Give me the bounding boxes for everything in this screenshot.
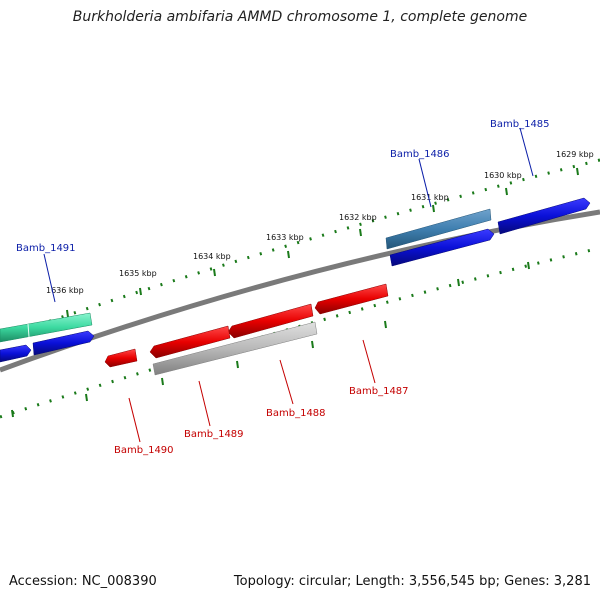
gene-arrow-reverse[interactable] xyxy=(104,348,138,368)
gene-arrow-highlight[interactable] xyxy=(152,321,318,376)
major-tick xyxy=(384,320,387,329)
kbp-label: 1633 kbp xyxy=(266,233,304,242)
leader-line xyxy=(43,253,56,303)
leader-line xyxy=(418,158,432,208)
major-tick xyxy=(11,409,14,418)
rna-gene-arrow[interactable] xyxy=(0,312,93,343)
kbp-label: 1631 kbp xyxy=(411,193,449,202)
major-tick xyxy=(139,287,142,296)
gene-arrow-forward[interactable] xyxy=(0,344,32,363)
major-tick xyxy=(85,393,88,402)
gene-label[interactable]: Bamb_1490 xyxy=(114,445,174,456)
major-tick xyxy=(505,187,508,196)
gene-label[interactable]: Bamb_1487 xyxy=(349,386,409,397)
major-tick xyxy=(432,204,435,213)
major-tick xyxy=(287,250,290,259)
gene-arrow-forward[interactable] xyxy=(497,197,591,235)
gene-arrow-reverse[interactable] xyxy=(149,325,231,359)
gene-label[interactable]: Bamb_1489 xyxy=(184,429,244,440)
major-tick xyxy=(236,360,239,369)
kbp-label: 1629 kbp xyxy=(556,150,594,159)
kbp-label: 1636 kbp xyxy=(46,286,84,295)
rna-gene-divider xyxy=(27,323,30,338)
gene-label[interactable]: Bamb_1486 xyxy=(390,149,450,160)
kbp-label: 1632 kbp xyxy=(339,213,377,222)
leader-line xyxy=(198,380,211,427)
gene-arrow-forward[interactable] xyxy=(389,228,495,267)
leader-line xyxy=(128,397,141,443)
gene-arrow-reverse[interactable] xyxy=(314,283,389,315)
kbp-label: 1630 kbp xyxy=(484,171,522,180)
major-tick xyxy=(66,309,69,318)
genome-summary-text: Topology: circular; Length: 3,556,545 bp… xyxy=(233,574,591,589)
major-tick xyxy=(576,167,579,176)
major-tick xyxy=(457,278,460,287)
leader-line xyxy=(519,127,534,177)
major-tick xyxy=(161,377,164,386)
gene-arrow-forward[interactable] xyxy=(32,330,95,356)
leader-line xyxy=(362,339,376,384)
kbp-label: 1634 kbp xyxy=(193,252,231,261)
map-title: Burkholderia ambifaria AMMD chromosome 1… xyxy=(72,9,528,25)
major-tick xyxy=(527,261,530,270)
major-tick xyxy=(311,340,314,349)
kbp-label: 1635 kbp xyxy=(119,269,157,278)
gene-label[interactable]: Bamb_1485 xyxy=(490,119,550,130)
leader-line xyxy=(279,359,294,405)
gene-label[interactable]: Bamb_1488 xyxy=(266,408,326,419)
accession-text: Accession: NC_008390 xyxy=(9,574,157,589)
gene-label[interactable]: Bamb_1491 xyxy=(16,243,76,254)
major-tick xyxy=(359,228,362,237)
gene-arrow-highlight[interactable] xyxy=(385,208,492,250)
major-tick xyxy=(213,268,216,277)
